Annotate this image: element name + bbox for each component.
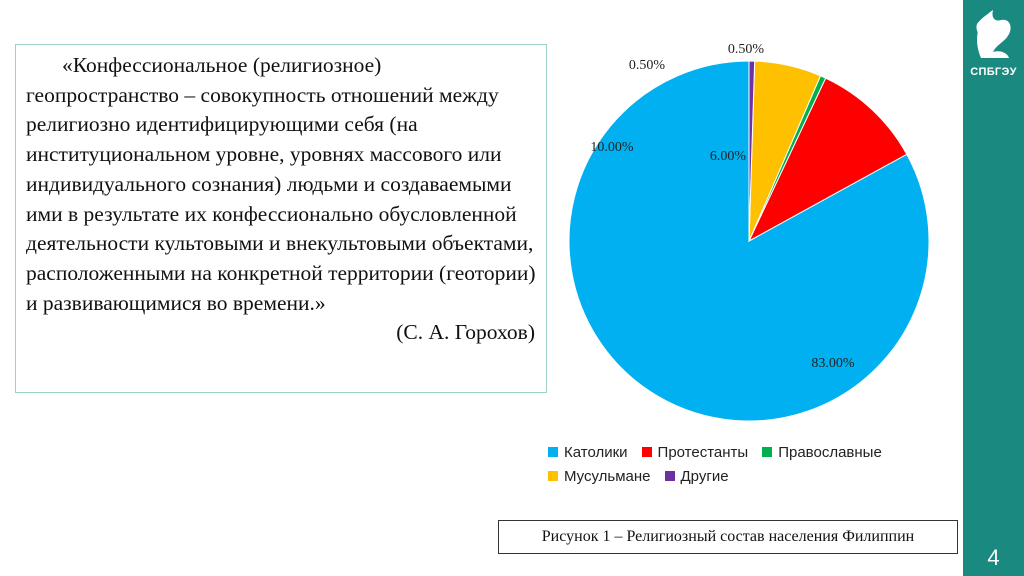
legend-label: Православные	[778, 443, 882, 461]
legend-swatch	[641, 447, 652, 457]
legend-swatch	[548, 447, 558, 457]
legend-item-protestants: Протестанты	[641, 443, 749, 461]
figure-caption: Рисунок 1 – Религиозный состав населения…	[498, 520, 958, 554]
data-label-1: 10.00%	[590, 140, 634, 155]
legend-item-others: Другие	[664, 467, 729, 485]
page-number: 4	[987, 545, 1000, 570]
legend-item-catholics: Католики	[548, 444, 628, 461]
legend-label: Мусульмане	[564, 467, 651, 485]
legend-label: Католики	[564, 443, 628, 461]
legend-label: Другие	[680, 467, 729, 485]
logo-text: СПБГЭУ	[970, 66, 1017, 78]
griffin-logo-icon	[976, 10, 1011, 58]
data-label-2: 0.50%	[629, 58, 666, 73]
pie-slice-4	[748, 60, 756, 242]
legend-swatch	[664, 471, 675, 481]
legend-item-muslims: Мусульмане	[548, 468, 651, 485]
legend-item-orthodox: Православные	[762, 444, 882, 461]
pie-slice-0	[568, 60, 930, 422]
data-label-0: 83.00%	[811, 356, 855, 371]
data-label-4: 0.50%	[728, 42, 765, 57]
legend-swatch	[762, 447, 773, 457]
quote-author: (С. А. Горохов)	[396, 320, 535, 345]
quote-box: «Конфессиональное (религиозное) геопрост…	[15, 44, 547, 393]
pie-chart: 83.00% 10.00% 0.50% 6.00% 0.50%	[568, 42, 930, 422]
legend-row-2: Мусульмане Другие	[548, 464, 958, 488]
chart-legend: Католики Протестанты Православные Мусуль…	[548, 440, 958, 488]
legend-row-1: Католики Протестанты Православные	[548, 440, 958, 464]
legend-swatch	[548, 471, 558, 481]
pie-slice-1	[747, 77, 908, 243]
sidebar: СПБГЭУ 4	[963, 0, 1024, 576]
data-label-3: 6.00%	[710, 149, 747, 164]
legend-label: Протестанты	[657, 443, 749, 461]
quote-text: «Конфессиональное (религиозное) геопрост…	[26, 53, 536, 315]
